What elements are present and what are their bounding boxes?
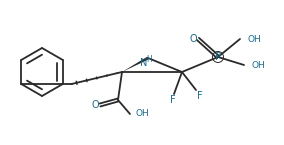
- Polygon shape: [122, 57, 149, 72]
- Text: P: P: [215, 52, 221, 62]
- Text: O: O: [189, 34, 197, 44]
- Text: H: H: [146, 56, 152, 65]
- Text: OH: OH: [252, 60, 266, 69]
- Text: F: F: [197, 91, 203, 101]
- Text: O: O: [91, 100, 99, 110]
- Text: OH: OH: [248, 35, 262, 44]
- Text: F: F: [170, 95, 176, 105]
- Text: N: N: [140, 58, 148, 68]
- Text: OH: OH: [135, 109, 149, 118]
